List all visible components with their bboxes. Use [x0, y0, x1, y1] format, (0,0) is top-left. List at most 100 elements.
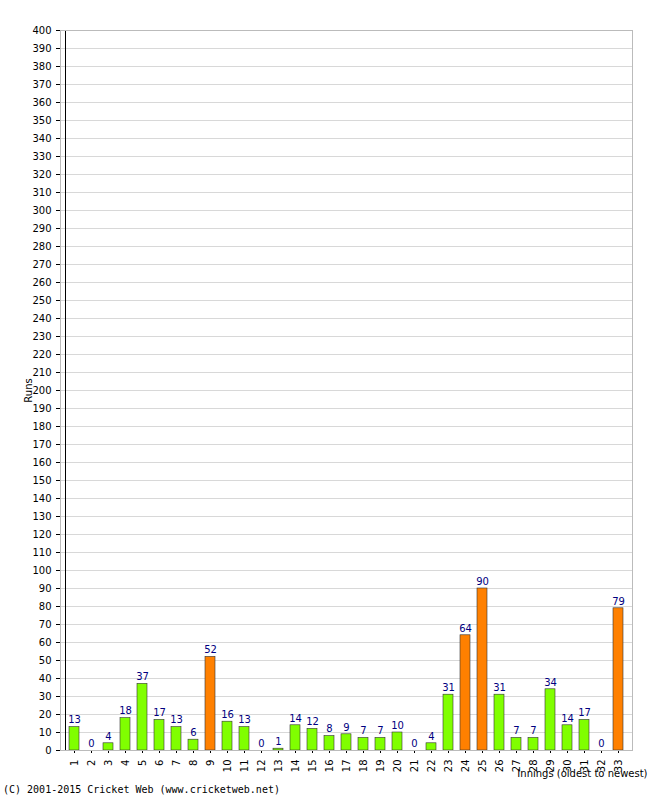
svg-text:23: 23 — [443, 760, 454, 773]
svg-text:4: 4 — [428, 731, 434, 742]
svg-text:60: 60 — [39, 637, 52, 648]
svg-text:64: 64 — [459, 623, 472, 634]
svg-text:12: 12 — [306, 716, 319, 727]
svg-text:6: 6 — [190, 727, 196, 738]
svg-text:270: 270 — [32, 259, 51, 270]
svg-text:17: 17 — [341, 760, 352, 773]
svg-text:17: 17 — [153, 707, 166, 718]
svg-text:16: 16 — [221, 709, 234, 720]
svg-text:0: 0 — [258, 738, 264, 749]
svg-text:37: 37 — [136, 671, 149, 682]
svg-text:0: 0 — [411, 738, 417, 749]
svg-text:24: 24 — [460, 760, 471, 773]
svg-text:4: 4 — [120, 760, 131, 766]
svg-text:18: 18 — [119, 705, 132, 716]
svg-text:250: 250 — [32, 295, 51, 306]
svg-text:370: 370 — [32, 79, 51, 90]
svg-text:160: 160 — [32, 457, 51, 468]
svg-text:240: 240 — [32, 313, 51, 324]
svg-text:380: 380 — [32, 61, 51, 72]
svg-text:40: 40 — [39, 673, 52, 684]
svg-text:16: 16 — [324, 760, 335, 773]
svg-text:300: 300 — [32, 205, 51, 216]
svg-text:14: 14 — [289, 713, 302, 724]
svg-text:13: 13 — [273, 760, 284, 773]
svg-text:13: 13 — [170, 714, 183, 725]
svg-text:340: 340 — [32, 133, 51, 144]
svg-text:110: 110 — [32, 547, 51, 558]
svg-text:12: 12 — [256, 760, 267, 773]
svg-text:20: 20 — [392, 760, 403, 773]
svg-text:2: 2 — [86, 760, 97, 766]
svg-text:3: 3 — [103, 760, 114, 766]
svg-text:230: 230 — [32, 331, 51, 342]
svg-text:Runs: Runs — [23, 378, 34, 402]
svg-text:1: 1 — [275, 736, 281, 747]
svg-text:6: 6 — [154, 760, 165, 766]
svg-text:21: 21 — [409, 760, 420, 773]
svg-text:0: 0 — [88, 738, 94, 749]
svg-text:26: 26 — [494, 760, 505, 773]
svg-text:80: 80 — [39, 601, 52, 612]
svg-text:70: 70 — [39, 619, 52, 630]
svg-text:150: 150 — [32, 475, 51, 486]
svg-text:14: 14 — [561, 713, 574, 724]
svg-text:390: 390 — [32, 43, 51, 54]
svg-text:25: 25 — [477, 760, 488, 773]
svg-text:50: 50 — [39, 655, 52, 666]
svg-text:31: 31 — [442, 682, 455, 693]
svg-text:8: 8 — [188, 760, 199, 766]
svg-text:79: 79 — [612, 596, 625, 607]
svg-text:5: 5 — [137, 760, 148, 766]
svg-text:320: 320 — [32, 169, 51, 180]
svg-text:10: 10 — [39, 727, 52, 738]
svg-text:0: 0 — [598, 738, 604, 749]
svg-text:130: 130 — [32, 511, 51, 522]
svg-text:1: 1 — [69, 760, 80, 766]
svg-text:10: 10 — [391, 720, 404, 731]
svg-text:330: 330 — [32, 151, 51, 162]
svg-text:310: 310 — [32, 187, 51, 198]
svg-text:9: 9 — [205, 760, 216, 766]
svg-text:10: 10 — [222, 760, 233, 773]
svg-text:7: 7 — [513, 725, 519, 736]
svg-text:7: 7 — [377, 725, 383, 736]
svg-text:7: 7 — [530, 725, 536, 736]
svg-text:90: 90 — [476, 576, 489, 587]
svg-text:180: 180 — [32, 421, 51, 432]
svg-text:9: 9 — [343, 722, 349, 733]
svg-text:350: 350 — [32, 115, 51, 126]
svg-text:280: 280 — [32, 241, 51, 252]
svg-text:Innings (oldest to newest): Innings (oldest to newest) — [517, 768, 647, 779]
svg-text:190: 190 — [32, 403, 51, 414]
svg-text:30: 30 — [39, 691, 52, 702]
svg-text:22: 22 — [426, 760, 437, 773]
svg-text:17: 17 — [578, 707, 591, 718]
svg-text:4: 4 — [105, 731, 111, 742]
svg-text:220: 220 — [32, 349, 51, 360]
svg-text:140: 140 — [32, 493, 51, 504]
svg-text:13: 13 — [68, 714, 81, 725]
svg-text:34: 34 — [544, 677, 557, 688]
svg-text:15: 15 — [307, 760, 318, 773]
svg-text:200: 200 — [32, 385, 51, 396]
svg-text:14: 14 — [290, 760, 301, 773]
svg-text:8: 8 — [326, 723, 332, 734]
svg-text:290: 290 — [32, 223, 51, 234]
svg-text:7: 7 — [171, 760, 182, 766]
svg-text:210: 210 — [32, 367, 51, 378]
svg-text:90: 90 — [39, 583, 52, 594]
svg-text:7: 7 — [360, 725, 366, 736]
svg-text:360: 360 — [32, 97, 51, 108]
svg-text:18: 18 — [358, 760, 369, 773]
svg-text:13: 13 — [238, 714, 251, 725]
svg-text:120: 120 — [32, 529, 51, 540]
svg-text:31: 31 — [493, 682, 506, 693]
svg-text:20: 20 — [39, 709, 52, 720]
svg-text:19: 19 — [375, 760, 386, 773]
svg-text:400: 400 — [32, 25, 51, 36]
svg-text:100: 100 — [32, 565, 51, 576]
svg-text:11: 11 — [239, 760, 250, 773]
svg-text:170: 170 — [32, 439, 51, 450]
svg-text:260: 260 — [32, 277, 51, 288]
